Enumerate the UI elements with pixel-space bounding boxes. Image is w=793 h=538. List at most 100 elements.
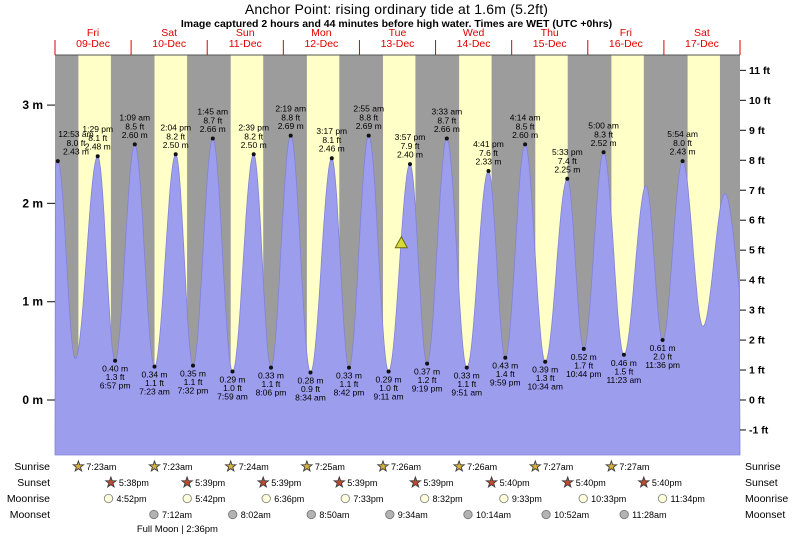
day-label-date: 09-Dec	[76, 38, 110, 50]
feet-axis-label: 5 ft	[749, 245, 765, 257]
day-label-date: 15-Dec	[533, 38, 567, 50]
high-tide-point	[173, 152, 178, 157]
moonrise-icon	[340, 493, 350, 504]
astro-row-label-right: Moonrise	[745, 493, 788, 505]
high-tide-annotation-line: 8.5 ft	[516, 121, 536, 131]
low-tide-annotation-line: 0.35 m	[180, 369, 206, 379]
sunrise-star-icon	[224, 459, 238, 472]
astro-event-time: 10:52am	[554, 510, 589, 520]
low-tide-annotation-line: 9:59 pm	[490, 378, 521, 388]
high-tide-annotation-line: 8.0 ft	[673, 138, 693, 148]
feet-axis-label: 7 ft	[749, 185, 765, 197]
low-tide-annotation-line: 1.0 ft	[223, 383, 243, 393]
high-tide-annotation-line: 2.25 m	[554, 164, 580, 174]
low-tide-annotation-line: 1.3 ft	[536, 373, 556, 383]
high-tide-annotation-line: 3:57 pm	[395, 132, 426, 142]
day-label-date: 10-Dec	[152, 38, 186, 50]
moonset-icon	[306, 509, 316, 520]
astro-event-time: 7:23am	[86, 462, 116, 472]
moonset-icon	[385, 509, 395, 520]
low-tide-point	[347, 365, 351, 370]
day-label-name: Sun	[236, 27, 255, 39]
low-tide-annotation-line: 0.33 m	[336, 371, 362, 381]
low-tide-annotation-line: 1.0 ft	[379, 383, 399, 393]
astro-row-label-left: Moonrise	[7, 493, 50, 505]
astro-event-time: 11:34pm	[671, 494, 705, 504]
sunset-star-icon	[637, 475, 651, 488]
sunrise-star-icon	[452, 459, 466, 472]
meter-axis-label: 0 m	[22, 393, 43, 407]
high-tide-point	[601, 150, 606, 155]
feet-axis-label: 0 ft	[749, 395, 765, 407]
low-tide-annotation-line: 8:34 am	[295, 392, 326, 402]
sunrise-star-icon	[148, 459, 161, 472]
high-tide-annotation-line: 2.48 m	[85, 142, 111, 152]
high-tide-point	[329, 156, 334, 161]
moonrise-icon	[261, 493, 271, 504]
moonset-icon	[149, 509, 159, 520]
low-tide-annotation-line: 9:11 am	[374, 391, 404, 401]
high-tide-annotation-line: 2:19 am	[275, 104, 306, 114]
feet-axis-label: 8 ft	[749, 155, 765, 167]
low-tide-point	[425, 361, 430, 366]
astro-event-time: 9:34am	[398, 510, 428, 520]
feet-axis-label: 11 ft	[749, 65, 771, 77]
astro-event-time: 8:50am	[319, 510, 349, 520]
high-tide-point	[523, 142, 528, 147]
high-tide-annotation-line: 8.3 ft	[594, 129, 614, 139]
astro-event-time: 6:36pm	[274, 494, 304, 504]
low-tide-annotation-line: 1.7 ft	[574, 360, 594, 370]
low-tide-annotation-line: 1.1 ft	[340, 379, 360, 389]
high-tide-annotation-line: 3:33 am	[431, 107, 462, 117]
astro-event-time: 7:27am	[543, 462, 573, 472]
low-tide-point	[269, 365, 273, 370]
astro-event-time: 9:33pm	[512, 494, 542, 504]
feet-axis-label: 6 ft	[749, 215, 765, 227]
day-label-date: 16-Dec	[609, 38, 643, 50]
low-tide-point	[621, 352, 626, 357]
low-tide-annotation-line: 1.5 ft	[614, 366, 634, 376]
high-tide-annotation-line: 2.60 m	[512, 130, 538, 140]
high-tide-annotation-line: 5:33 pm	[552, 147, 583, 157]
low-tide-annotation-line: 1.1 ft	[145, 378, 165, 388]
high-tide-annotation-line: 8.1 ft	[322, 135, 342, 145]
sunrise-star-icon	[376, 459, 390, 472]
low-tide-annotation-line: 6:57 pm	[100, 381, 131, 391]
high-tide-point	[680, 159, 685, 164]
low-tide-annotation-line: 1.1 ft	[262, 379, 282, 389]
page-title: Anchor Point: rising ordinary tide at 1.…	[244, 1, 549, 17]
high-tide-annotation-line: 8.8 ft	[359, 113, 379, 123]
low-tide-annotation-line: 0.40 m	[102, 364, 128, 374]
low-tide-annotation-line: 1.2 ft	[418, 375, 438, 385]
low-tide-annotation-line: 0.46 m	[611, 358, 637, 368]
feet-axis-label: -1 ft	[749, 424, 769, 436]
astro-event-time: 7:24am	[239, 462, 269, 472]
astro-event-time: 5:39pm	[271, 478, 301, 488]
low-tide-point	[503, 355, 508, 360]
low-tide-point	[230, 369, 235, 374]
low-tide-point	[464, 365, 469, 370]
high-tide-point	[210, 136, 215, 141]
sunset-star-icon	[180, 475, 194, 488]
high-tide-annotation-line: 5:54 am	[667, 129, 698, 139]
high-tide-annotation-line: 2.69 m	[356, 121, 382, 131]
day-label-name: Sat	[161, 27, 177, 39]
low-tide-annotation-line: 1.1 ft	[457, 379, 477, 389]
astro-row-label-right: Sunset	[745, 477, 778, 489]
low-tide-annotation-line: 0.33 m	[258, 371, 284, 381]
day-label-date: 12-Dec	[304, 38, 338, 50]
day-label-name: Fri	[620, 27, 632, 39]
sunset-star-icon	[104, 475, 118, 488]
astro-event-time: 10:14am	[476, 510, 511, 520]
high-tide-point	[132, 142, 137, 147]
astro-event-time: 7:12am	[162, 510, 192, 520]
low-tide-point	[152, 364, 157, 369]
low-tide-annotation-line: 8:42 pm	[334, 388, 365, 398]
high-tide-annotation-line: 2.43 m	[63, 147, 89, 157]
low-tide-point	[660, 338, 665, 342]
high-tide-annotation-line: 2.43 m	[670, 147, 696, 157]
high-tide-annotation-line: 8.7 ft	[203, 116, 223, 126]
feet-axis-label: 10 ft	[749, 95, 771, 107]
astro-event-time: 7:26am	[467, 462, 497, 472]
moonrise-icon	[657, 493, 668, 504]
